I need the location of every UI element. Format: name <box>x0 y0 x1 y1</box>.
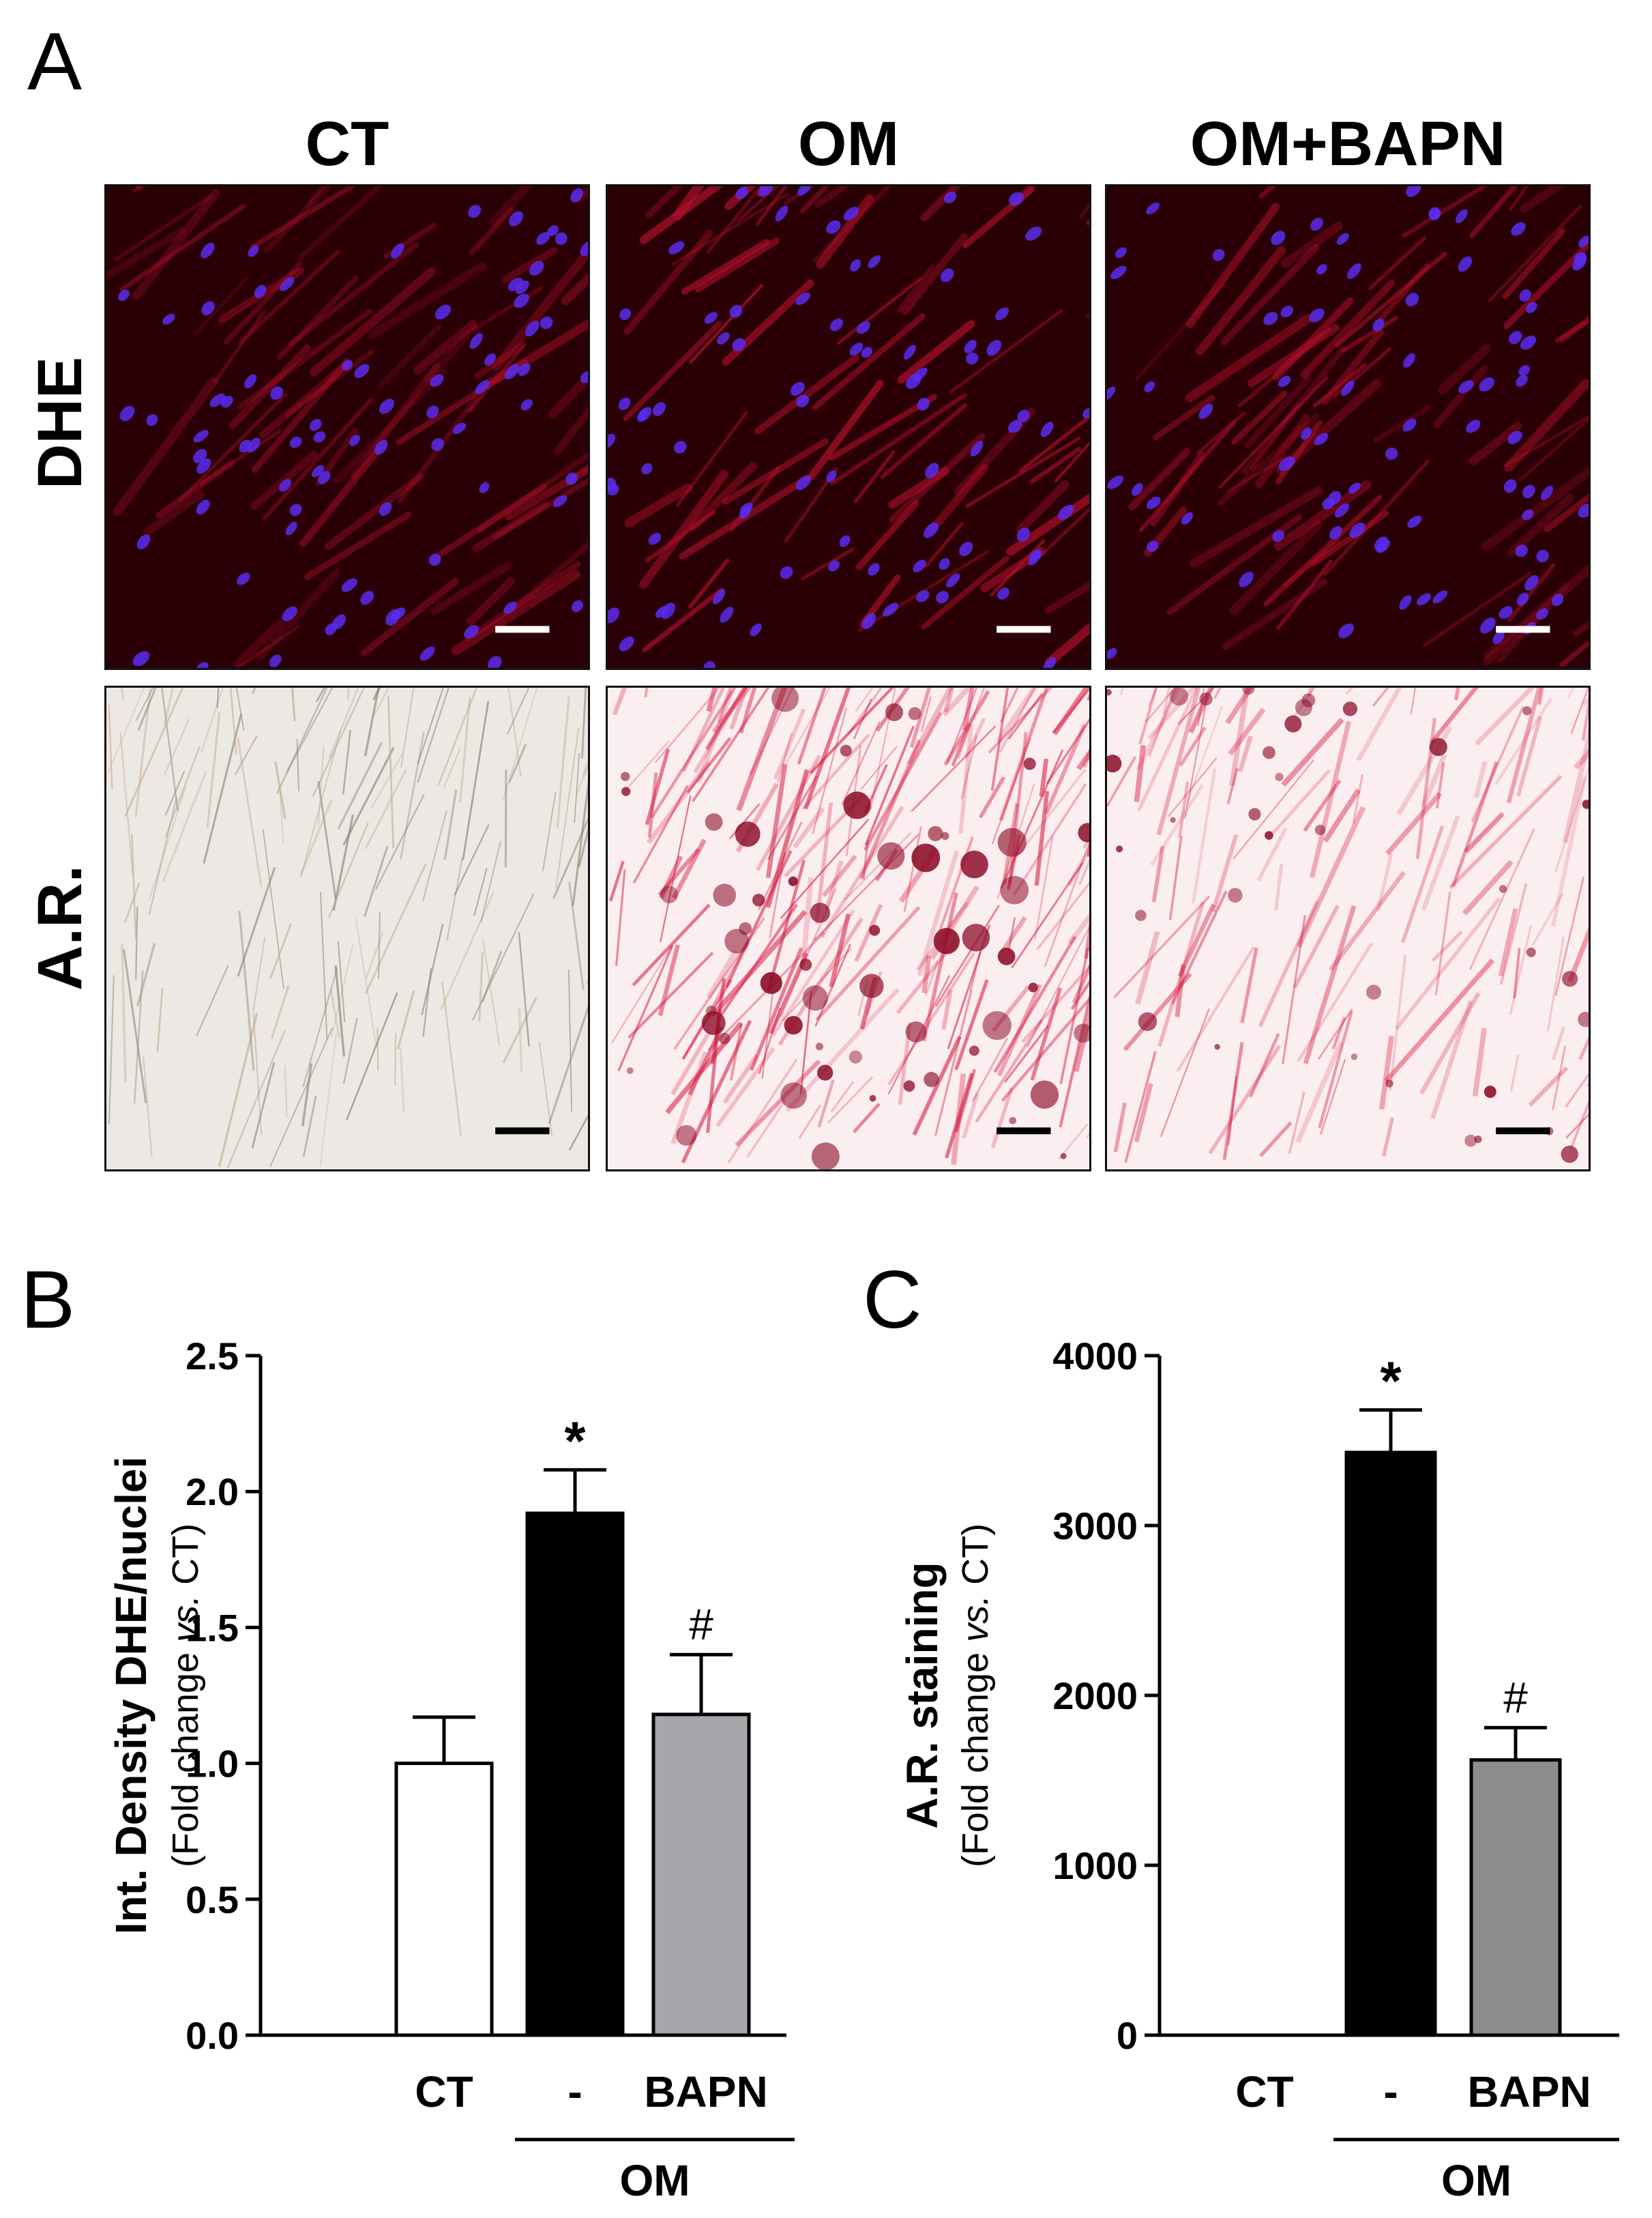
y-axis-title: Int. Density DHE/nuclei <box>106 1457 156 1935</box>
micrograph-ar-om-bapn-image <box>1107 688 1589 1169</box>
significance-2: # <box>689 1600 713 1649</box>
scale-bar <box>1496 1127 1550 1135</box>
y-tick-label: 4000 <box>1052 1334 1138 1377</box>
y-tick-label: 1000 <box>1052 1844 1138 1887</box>
column-label-om-bapn: OM+BAPN <box>1190 109 1506 179</box>
scale-bar <box>495 1127 550 1135</box>
micrograph-dhe-ct <box>104 184 590 670</box>
x-category-label-0: CT <box>1235 2067 1293 2116</box>
bar-2 <box>651 1712 751 2037</box>
y-axis-title: A.R. staining <box>898 1562 947 1828</box>
bar-2 <box>1469 1758 1562 2037</box>
bar-chart-dhe-intensity: 0.0 0.5 1.0 1.5 2.0 2.5 * # CT - BAPN OM Int. Densit… <box>106 1334 795 2205</box>
micrograph-dhe-om-bapn <box>1105 184 1591 670</box>
y-axis-subtitle: (Fold change vs. CT) <box>955 1523 996 1867</box>
micrograph-ar-om-bapn <box>1105 686 1591 1171</box>
column-label-ct: CT <box>305 109 389 179</box>
micrograph-ar-om <box>606 686 1091 1171</box>
column-label-om: OM <box>797 109 900 179</box>
y-tick-label: 0.5 <box>186 1878 239 1921</box>
scale-bar <box>997 1127 1051 1135</box>
micrograph-dhe-ct-image <box>106 186 588 668</box>
scale-bar <box>997 626 1051 633</box>
row-label-dhe: DHE <box>25 356 95 490</box>
micrograph-ar-ct-image <box>106 688 588 1169</box>
y-tick-label: 1.5 <box>186 1606 239 1649</box>
micrograph-dhe-om <box>606 184 1091 670</box>
bar-chart-ar-staining: 0 1000 2000 3000 4000 * # CT - BAPN OM A.R. stainin… <box>898 1334 1619 2205</box>
x-group-label: OM <box>619 2156 690 2205</box>
scale-bar <box>495 626 550 633</box>
scale-bar <box>1496 626 1550 633</box>
x-category-label-1: - <box>567 2067 582 2116</box>
panel-b-label: B <box>20 1254 76 1345</box>
y-tick-label: 0.0 <box>186 2014 239 2057</box>
bar-0 <box>394 1762 494 2037</box>
y-axis-subtitle: (Fold change vs. CT) <box>165 1523 206 1867</box>
y-tick-label: 2.5 <box>186 1334 239 1377</box>
micrograph-dhe-om-image <box>608 186 1089 668</box>
row-label-ar: A.R. <box>25 865 95 991</box>
y-tick-label: 2.0 <box>186 1470 239 1513</box>
significance-1: * <box>1380 1351 1402 1412</box>
significance-2: # <box>1503 1673 1528 1722</box>
bar-1 <box>525 1511 625 2037</box>
y-tick-label: 1.0 <box>186 1742 239 1785</box>
x-group-label: OM <box>1441 2156 1511 2205</box>
x-category-label-2: BAPN <box>1467 2067 1591 2116</box>
x-category-label-0: CT <box>415 2067 473 2116</box>
y-tick-label: 2000 <box>1052 1674 1138 1717</box>
micrograph-dhe-om-bapn-image <box>1107 186 1589 668</box>
significance-1: * <box>564 1410 586 1471</box>
x-category-label-2: BAPN <box>644 2067 767 2116</box>
panel-c-label: C <box>863 1254 922 1345</box>
x-category-label-1: - <box>1383 2067 1398 2116</box>
y-tick-label: 3000 <box>1052 1504 1138 1547</box>
bar-1 <box>1344 1450 1437 2037</box>
micrograph-ar-om-image <box>608 688 1089 1169</box>
y-tick-label: 0 <box>1117 2014 1138 2057</box>
panel-a-label: A <box>27 16 83 107</box>
micrograph-ar-ct <box>104 686 590 1171</box>
